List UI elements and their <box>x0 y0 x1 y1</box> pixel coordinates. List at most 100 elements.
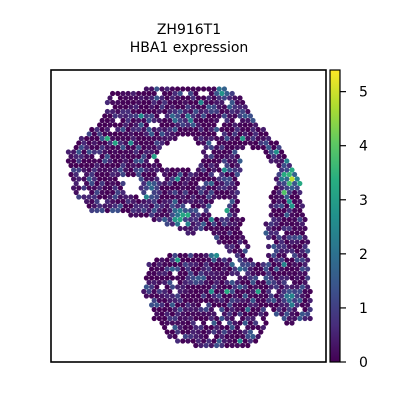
spot <box>282 253 287 258</box>
spot <box>279 194 284 199</box>
spot <box>287 289 292 294</box>
spot <box>302 235 307 240</box>
spot <box>191 221 196 226</box>
spot <box>235 253 240 258</box>
spot <box>240 316 245 321</box>
spot <box>271 307 276 312</box>
spot <box>206 167 211 172</box>
spot <box>204 127 209 132</box>
spot <box>193 181 198 186</box>
spot <box>76 158 81 163</box>
spot <box>274 266 279 271</box>
spot <box>243 302 248 307</box>
spot <box>279 257 284 262</box>
spot <box>126 127 131 132</box>
spot <box>250 307 255 312</box>
spot <box>232 266 237 271</box>
spot <box>107 158 112 163</box>
spot <box>235 136 240 141</box>
spot <box>289 293 294 298</box>
spot <box>282 244 287 249</box>
spot <box>287 307 292 312</box>
spot <box>123 122 128 127</box>
spot <box>305 293 310 298</box>
spot <box>120 145 125 150</box>
spot <box>274 212 279 217</box>
spot <box>180 320 185 325</box>
spot <box>131 199 136 204</box>
spot <box>115 208 120 213</box>
spot <box>128 203 133 208</box>
spot <box>178 208 183 213</box>
spot <box>162 91 167 96</box>
spot <box>89 127 94 132</box>
spot <box>253 302 258 307</box>
spot <box>180 113 185 118</box>
spot <box>170 284 175 289</box>
spot <box>253 311 258 316</box>
spot <box>188 190 193 195</box>
spot <box>120 109 125 114</box>
spot <box>89 181 94 186</box>
spot <box>211 266 216 271</box>
spot <box>113 167 118 172</box>
spot <box>230 172 235 177</box>
spot <box>178 289 183 294</box>
spot <box>222 131 227 136</box>
spot <box>76 149 81 154</box>
spot <box>227 185 232 190</box>
spot <box>159 86 164 91</box>
spot <box>196 338 201 343</box>
spot <box>126 172 131 177</box>
spot <box>289 302 294 307</box>
spot <box>300 203 305 208</box>
spot <box>217 149 222 154</box>
spot <box>245 244 250 249</box>
spot <box>211 338 216 343</box>
spot <box>237 293 242 298</box>
spot <box>230 190 235 195</box>
spot <box>162 136 167 141</box>
spot <box>149 212 154 217</box>
spot <box>159 266 164 271</box>
spot <box>222 104 227 109</box>
spot <box>165 194 170 199</box>
spot <box>68 163 73 168</box>
spot <box>235 127 240 132</box>
spot <box>175 329 180 334</box>
spot <box>219 325 224 330</box>
spot <box>133 167 138 172</box>
spot <box>214 136 219 141</box>
spot <box>115 190 120 195</box>
spot <box>170 329 175 334</box>
spot <box>165 140 170 145</box>
spot <box>214 325 219 330</box>
spot <box>172 217 177 222</box>
spot <box>237 266 242 271</box>
spot <box>282 226 287 231</box>
spot <box>266 289 271 294</box>
spot <box>167 334 172 339</box>
spot <box>230 91 235 96</box>
spot <box>94 145 99 150</box>
spot <box>266 145 271 150</box>
spot <box>183 226 188 231</box>
spot <box>191 284 196 289</box>
spot <box>276 235 281 240</box>
spot <box>71 176 76 181</box>
spot <box>128 212 133 217</box>
spot <box>279 284 284 289</box>
spot <box>105 163 110 168</box>
spot <box>149 113 154 118</box>
spot <box>201 257 206 262</box>
spot <box>282 208 287 213</box>
spot <box>170 176 175 181</box>
spot <box>219 280 224 285</box>
spot <box>211 230 216 235</box>
spot <box>201 149 206 154</box>
spot <box>191 230 196 235</box>
spot <box>214 100 219 105</box>
spot <box>237 329 242 334</box>
spot <box>162 217 167 222</box>
